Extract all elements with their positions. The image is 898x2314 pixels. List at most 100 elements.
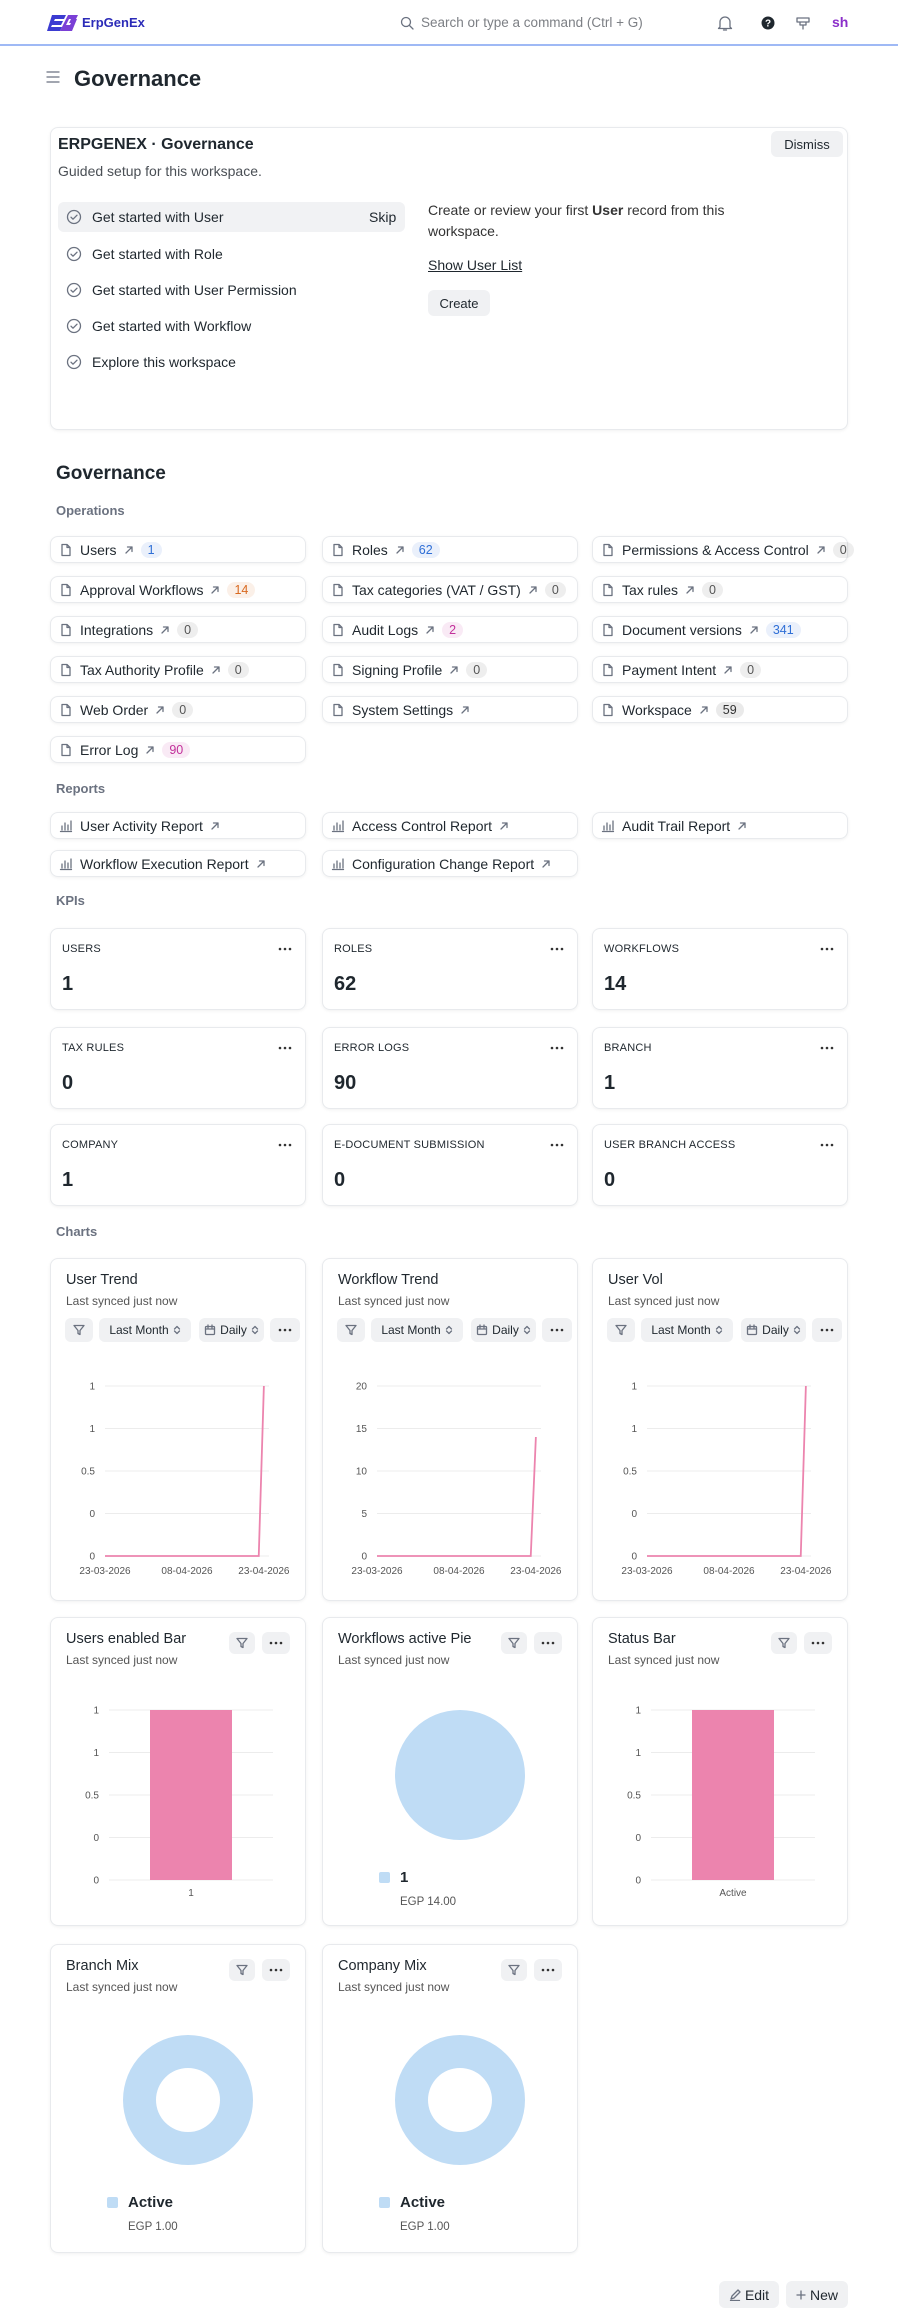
filter-icon (778, 1637, 790, 1649)
link-icon (603, 543, 613, 556)
filter-icon (73, 1324, 85, 1336)
shortcut[interactable]: Tax rules 0 (592, 576, 848, 603)
new-button[interactable]: New (786, 2281, 848, 2308)
icon-shape (541, 1968, 545, 1972)
create-button[interactable]: Create (428, 290, 490, 316)
icon-shape (560, 1328, 564, 1332)
chart-menu[interactable] (262, 1632, 290, 1654)
icon-shape (555, 1328, 559, 1332)
chart-subtitle: Last synced just now (338, 1980, 450, 1994)
icon-shape (236, 1637, 248, 1649)
icon-shape (46, 71, 60, 83)
chart-menu[interactable] (262, 1959, 290, 1981)
chart-card: Branch Mix Last synced just now Active EGP … (50, 1944, 306, 2253)
open-arrow (396, 545, 404, 554)
filter-button[interactable] (501, 1959, 527, 1981)
kpi-value: 1 (604, 1072, 616, 1094)
filter-button[interactable] (771, 1632, 797, 1654)
interval-select[interactable]: Daily (471, 1318, 536, 1342)
filter-button[interactable] (607, 1318, 635, 1342)
shortcut[interactable]: Web Order 0 (50, 696, 306, 723)
open-arrow (211, 585, 220, 594)
search-icon (400, 16, 414, 30)
chart-title: User Trend (66, 1272, 138, 1288)
shortcut[interactable]: Roles 62 (322, 536, 578, 563)
edit-button[interactable]: Edit (719, 2281, 779, 2308)
shortcut[interactable]: System Settings (322, 696, 578, 723)
legend-swatch (379, 1872, 390, 1883)
range-select[interactable]: Last Month (641, 1318, 733, 1342)
filter-icon (236, 1637, 248, 1649)
icon-shape (400, 16, 412, 28)
shortcut[interactable]: Integrations 0 (50, 616, 306, 643)
chart-card: User Vol Last synced just now Last Month Da… (592, 1258, 848, 1601)
count-badge: 14 (227, 581, 256, 598)
step-label[interactable]: Get started with User (92, 209, 224, 225)
icon-shape (269, 1968, 273, 1972)
shortcut[interactable]: Users 1 (50, 536, 306, 563)
kpi-card: USERS 1 (50, 928, 306, 1010)
kpi-menu (820, 1046, 834, 1050)
chart-menu[interactable] (804, 1632, 832, 1654)
shortcut[interactable]: Tax categories (VAT / GST) 0 (322, 576, 578, 603)
filter-button[interactable] (229, 1632, 255, 1654)
kpi-menu (278, 1046, 292, 1050)
count-badge: 2 (442, 621, 464, 638)
icon-shape (615, 1324, 627, 1336)
step-label[interactable]: Get started with User Permission (92, 282, 297, 298)
filter-button[interactable] (229, 1959, 255, 1981)
icon-shape (205, 1325, 216, 1336)
icon-shape (551, 1641, 555, 1645)
filter-button[interactable] (337, 1318, 365, 1342)
icon-shape (551, 1968, 555, 1972)
shortcut[interactable]: Permissions & Access Control 0 (592, 536, 854, 563)
dots-icon (811, 1641, 825, 1645)
shortcut[interactable]: Audit Trail Report (592, 812, 848, 839)
chart-menu[interactable] (534, 1959, 562, 1981)
shortcut[interactable]: Audit Logs 2 (322, 616, 578, 643)
step-label[interactable]: Get started with Workflow (92, 318, 252, 334)
select-chevron (793, 1325, 800, 1335)
icon-shape (825, 947, 829, 951)
step-label[interactable]: Explore this workspace (92, 354, 236, 370)
shortcut[interactable]: Tax Authority Profile 0 (50, 656, 306, 683)
shortcut[interactable]: Signing Profile 0 (322, 656, 578, 683)
dismiss-button[interactable]: Dismiss (771, 131, 843, 157)
open-arrow (426, 625, 434, 634)
open-arrow (256, 859, 265, 868)
step-check (66, 209, 82, 225)
count-badge: 0 (832, 541, 854, 558)
interval-select[interactable]: Daily (199, 1318, 264, 1342)
shortcut[interactable]: Approval Workflows 14 (50, 576, 306, 603)
kpi-label: WORKFLOWS (604, 943, 680, 955)
search-input[interactable]: Search or type a command (Ctrl + G) (421, 15, 643, 30)
shortcut[interactable]: Workspace 59 (592, 696, 848, 723)
range-select[interactable]: Last Month (99, 1318, 191, 1342)
filter-button[interactable] (65, 1318, 93, 1342)
show-list-link[interactable]: Show User List (428, 257, 523, 273)
chart-plot: 1 EGP 14.00 (379, 1709, 525, 1908)
avatar[interactable]: sh (832, 14, 849, 30)
range-select[interactable]: Last Month (371, 1318, 463, 1342)
chart-subtitle: Last synced just now (608, 1294, 720, 1308)
interval-select[interactable]: Daily (741, 1318, 806, 1342)
chart-menu[interactable] (812, 1318, 842, 1342)
chart-menu[interactable] (270, 1318, 300, 1342)
chart-menu[interactable] (534, 1632, 562, 1654)
chart-menu[interactable] (542, 1318, 572, 1342)
y-tick-label: 0 (635, 1876, 641, 1887)
x-tick-label: 08-04-2026 (433, 1566, 485, 1577)
shortcut[interactable]: User Activity Report (50, 812, 306, 839)
shortcut[interactable]: Configuration Change Report (322, 850, 578, 877)
shortcut[interactable]: Workflow Execution Report (50, 850, 306, 877)
shortcut[interactable]: Document versions 341 (592, 616, 848, 643)
shortcut[interactable]: Access Control Report (322, 812, 578, 839)
shortcut[interactable]: Error Log 90 (50, 736, 306, 763)
icon-shape (603, 663, 613, 676)
detail-text: Create or review your first (428, 202, 589, 218)
link-icon (331, 819, 345, 832)
filter-button[interactable] (501, 1632, 527, 1654)
shortcut[interactable]: Payment Intent 0 (592, 656, 848, 683)
step-label[interactable]: Get started with Role (92, 246, 223, 262)
skip-button[interactable]: Skip (369, 209, 397, 225)
